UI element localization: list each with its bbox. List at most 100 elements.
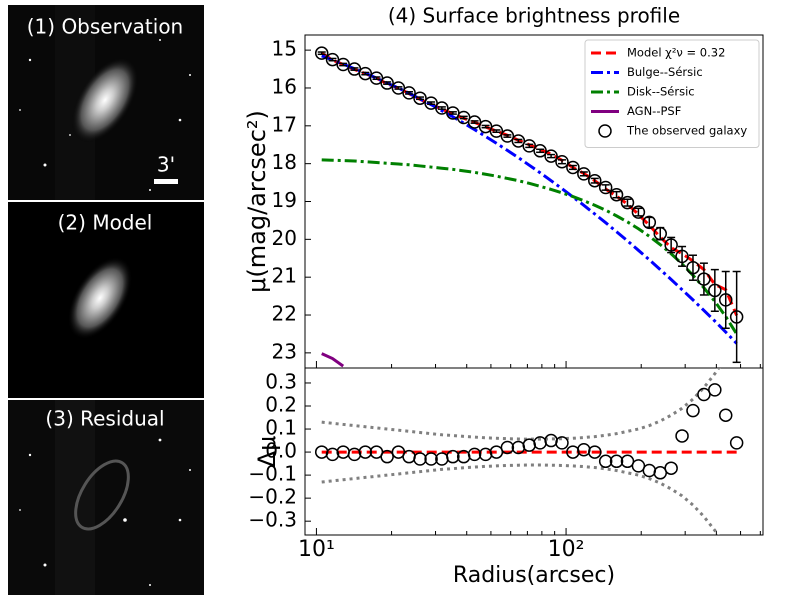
data-point: [718, 293, 733, 307]
data-point: [533, 144, 547, 158]
galaxy-model: [67, 256, 133, 340]
data-point: [358, 66, 373, 81]
series-line: [321, 463, 720, 535]
data-point: [642, 463, 657, 478]
chart-title: (4) Surface brightness profile: [388, 4, 680, 28]
data-point: [336, 57, 350, 72]
plot-frame: [304, 367, 764, 536]
data-point: [489, 124, 504, 138]
legend-marker: [598, 124, 612, 138]
image-stripe: [55, 400, 95, 595]
y-axis-label: μ(mag/arcsec²): [243, 110, 271, 293]
y-tick-label: 0.1: [265, 416, 297, 440]
x-axis-label: Radius(arcsec): [453, 563, 615, 588]
data-point: [675, 429, 689, 443]
galaxy: [71, 57, 139, 143]
y-tick-label: −0.2: [248, 485, 297, 509]
y-tick-label: 21: [272, 264, 297, 288]
data-point: [609, 187, 624, 202]
data-point: [380, 449, 394, 464]
data-point: [598, 180, 613, 195]
data-point: [314, 445, 329, 459]
data-point: [511, 440, 526, 455]
data-point: [577, 167, 591, 181]
data-point: [686, 260, 700, 275]
data-point: [424, 96, 438, 110]
y-tick-label: −0.1: [248, 462, 297, 486]
data-point: [478, 447, 493, 462]
data-point: [675, 249, 689, 264]
data-point: [391, 81, 406, 95]
data-point: [729, 436, 744, 450]
data-point: [522, 139, 536, 153]
data-point: [708, 383, 722, 397]
y-tick-label: 22: [272, 302, 297, 326]
data-point: [446, 449, 460, 464]
image-panels: (1) Observation (2) Model (3) Residual 3…: [8, 5, 204, 595]
data-point: [544, 433, 558, 448]
data-point: [500, 440, 515, 455]
data-point: [402, 86, 416, 100]
legend-label: Bulge--Sérsic: [627, 65, 703, 79]
x-tick-label: 10¹: [298, 537, 335, 562]
legend-label: AGN--PSF: [627, 104, 681, 118]
data-point: [314, 46, 329, 60]
y-tick-label: 15: [272, 37, 297, 61]
data-point: [718, 408, 733, 422]
residual-ring: [74, 459, 130, 531]
data-point: [609, 454, 624, 469]
data-point: [336, 445, 350, 459]
y-tick-label: 19: [272, 188, 297, 212]
data-point: [653, 226, 668, 241]
legend-box: [584, 39, 760, 148]
panel-label: (1) Observation: [27, 15, 183, 39]
data-point: [402, 449, 416, 464]
legend-label: Disk--Sérsic: [627, 85, 695, 99]
scale-bar: [154, 179, 178, 184]
data-point: [435, 101, 449, 115]
y-axis-label: Δμ: [253, 436, 281, 468]
data-point: [544, 149, 558, 163]
data-point: [588, 445, 602, 459]
data-point: [358, 445, 373, 459]
x-tick-label: 10²: [548, 537, 585, 562]
data-point: [522, 438, 536, 452]
data-point: [413, 452, 427, 466]
data-point: [588, 173, 602, 188]
stars: [19, 39, 191, 586]
data-point: [686, 403, 700, 418]
y-tick-label: 20: [272, 226, 297, 250]
data-point: [729, 310, 744, 324]
data-point: [555, 436, 569, 450]
legend-label: Model χ²ν = 0.32: [627, 46, 725, 60]
data-point: [467, 115, 482, 129]
data-point: [325, 447, 340, 462]
scale-bar-label: 3': [157, 153, 175, 177]
panel-label: (2) Model: [58, 211, 153, 235]
plot-area: [314, 368, 744, 535]
panel-label: (3) Residual: [45, 407, 164, 431]
series-line: [321, 368, 721, 441]
data-point: [631, 205, 646, 219]
data-point: [642, 215, 657, 230]
y-tick-label: 17: [272, 112, 297, 136]
data-point: [566, 160, 580, 175]
data-point: [467, 447, 482, 462]
data-point: [620, 454, 635, 469]
data-point: [424, 452, 438, 466]
data-point: [489, 445, 504, 459]
data-point: [325, 52, 340, 67]
y-tick-label: 0.3: [265, 369, 297, 393]
data-point: [347, 447, 362, 462]
residual-image: [8, 400, 204, 595]
data-point: [413, 91, 427, 105]
data-point: [598, 454, 613, 469]
data-point: [456, 449, 471, 464]
data-point: [566, 445, 580, 459]
data-point: [435, 452, 449, 466]
data-point: [500, 129, 515, 143]
data-point: [708, 283, 722, 298]
data-point: [369, 71, 384, 85]
